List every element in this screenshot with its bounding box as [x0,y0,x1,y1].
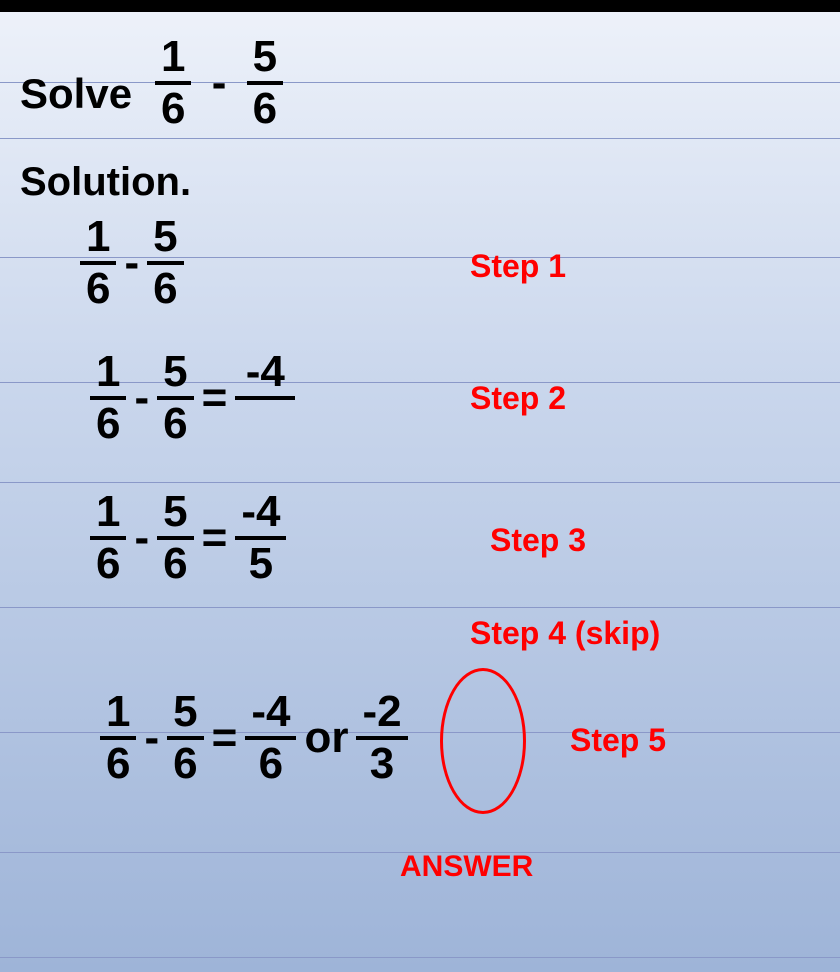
fraction: 56 [167,690,203,786]
problem-frac-b-den: 6 [247,85,283,131]
fraction-numerator: 5 [167,690,203,736]
fraction-numerator: 1 [100,690,136,736]
step1-expression: 16-56 [80,215,184,311]
ruled-line [0,138,840,139]
step1-label: Step 1 [470,248,566,285]
operator: = [194,373,236,423]
fraction-numerator: 5 [157,490,193,536]
ruled-line [0,957,840,958]
fraction: 56 [157,490,193,586]
fraction-numerator: 5 [147,215,183,261]
fraction-denominator: 6 [80,265,116,311]
operator: - [136,713,167,763]
step2-expression: 16-56=-4 [90,350,295,446]
fraction-numerator: 1 [90,490,126,536]
fraction: 16 [90,350,126,446]
fraction: 56 [147,215,183,311]
problem-op: - [204,58,235,108]
solution-label: Solution. [20,160,191,205]
solve-label: Solve [20,70,132,118]
fraction-numerator: -4 [245,690,296,736]
fraction: 16 [80,215,116,311]
fraction: -46 [245,690,296,786]
fraction-denominator: 6 [100,740,136,786]
problem-frac-b: 5 6 [247,35,283,131]
operator: = [194,513,236,563]
operator: or [296,713,356,763]
top-bar [0,0,840,12]
problem-frac-a-num: 1 [155,35,191,81]
problem-expression: 1 6 - 5 6 [155,35,283,131]
ruled-line [0,607,840,608]
step3-expression: 16-56=-45 [90,490,286,586]
fraction: -45 [235,490,286,586]
fraction-denominator-empty [253,400,277,446]
fraction-numerator: -4 [235,490,286,536]
step5-label: Step 5 [570,722,666,759]
fraction-denominator: 6 [157,400,193,446]
step4-label: Step 4 (skip) [470,615,660,652]
step2-label: Step 2 [470,380,566,417]
fraction: 16 [100,690,136,786]
fraction-denominator: 6 [90,540,126,586]
operator: - [126,513,157,563]
ruled-line [0,482,840,483]
problem-frac-b-num: 5 [247,35,283,81]
fraction-denominator: 6 [157,540,193,586]
fraction-numerator: -4 [240,350,291,396]
fraction-denominator: 3 [364,740,400,786]
answer-circle [440,668,526,814]
fraction: -23 [356,690,407,786]
fraction-denominator: 6 [147,265,183,311]
fraction-denominator: 6 [253,740,289,786]
operator: - [126,373,157,423]
answer-label: ANSWER [400,850,533,884]
step5-expression: 16-56=-46or-23 [100,690,408,786]
fraction: 56 [157,350,193,446]
fraction-denominator: 5 [243,540,279,586]
fraction: 16 [90,490,126,586]
operator: - [116,238,147,288]
fraction-numerator: 1 [80,215,116,261]
fraction: -4 [235,350,295,446]
problem-frac-a: 1 6 [155,35,191,131]
fraction-denominator: 6 [167,740,203,786]
fraction-numerator: -2 [356,690,407,736]
fraction-denominator: 6 [90,400,126,446]
step3-label: Step 3 [490,522,586,559]
fraction-numerator: 1 [90,350,126,396]
fraction-numerator: 5 [157,350,193,396]
problem-frac-a-den: 6 [155,85,191,131]
operator: = [204,713,246,763]
